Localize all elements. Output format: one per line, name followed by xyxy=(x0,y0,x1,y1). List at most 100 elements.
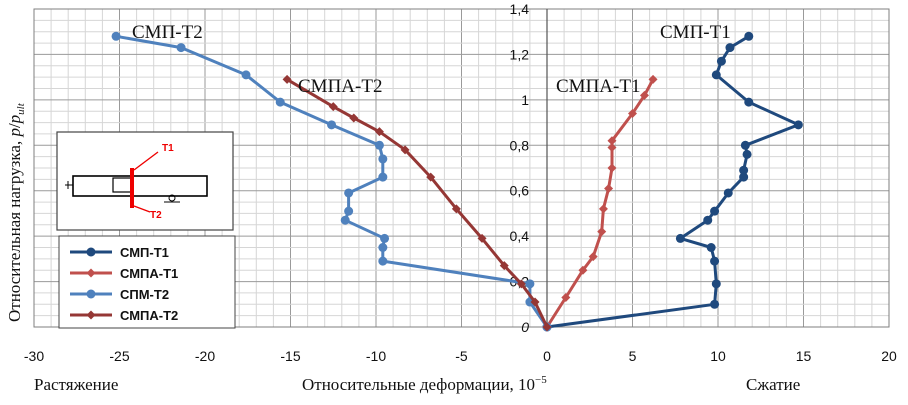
data-point xyxy=(374,140,384,150)
annotation-smpa-t1: СМПА-Т1 xyxy=(556,76,640,97)
data-point xyxy=(597,227,607,237)
data-point xyxy=(742,149,752,159)
data-point xyxy=(525,279,535,289)
right-caption: Сжатие xyxy=(746,375,800,394)
series-2 xyxy=(111,31,552,332)
data-point xyxy=(378,172,388,182)
x-tick-label: -25 xyxy=(109,348,129,364)
data-point xyxy=(725,43,735,53)
data-point xyxy=(740,140,750,150)
inset-label-t2: Т2 xyxy=(150,210,162,221)
data-point xyxy=(706,243,716,252)
legend-label: СМПА-Т2 xyxy=(120,308,178,323)
data-point xyxy=(607,143,617,153)
legend-label: СМП-Т1 xyxy=(120,245,169,260)
data-point xyxy=(378,243,388,252)
series-1 xyxy=(542,74,658,332)
data-point xyxy=(598,204,608,214)
x-tick-labels: -30 -25 -20 -15 -10 -5 0 5 10 15 20 xyxy=(24,348,897,364)
inset-label-t1: Т1 xyxy=(162,143,174,154)
data-point xyxy=(739,172,749,182)
data-point xyxy=(344,188,354,198)
legend-label: СМПА-Т1 xyxy=(120,266,178,281)
data-point xyxy=(628,108,637,118)
x-tick-label: -10 xyxy=(366,348,386,364)
y-tick-labels: 00,20,40,60,811,21,4 xyxy=(510,1,530,335)
data-point xyxy=(710,299,720,309)
axes xyxy=(33,8,890,328)
data-point xyxy=(639,90,649,100)
legend-swatch-marker xyxy=(86,310,96,320)
data-point xyxy=(451,204,461,214)
x-tick-label: 5 xyxy=(629,348,637,364)
data-point xyxy=(380,233,390,243)
x-tick-label: -5 xyxy=(455,348,468,364)
x-tick-label: 15 xyxy=(796,348,812,364)
data-point xyxy=(710,256,720,266)
x-tick-label: -15 xyxy=(280,348,300,364)
data-point xyxy=(607,163,617,173)
data-point xyxy=(588,252,598,262)
data-point xyxy=(578,265,588,275)
data-point xyxy=(711,279,721,289)
data-point xyxy=(648,74,658,84)
y-tick-label: 1,2 xyxy=(510,46,530,62)
data-point xyxy=(400,145,410,155)
data-point xyxy=(328,102,338,112)
data-point xyxy=(327,120,337,130)
data-point xyxy=(378,154,388,164)
annotation-smp-t1: СМП-Т1 xyxy=(660,22,731,43)
y-tick-label: 0 xyxy=(521,319,529,335)
y-tick-label: 0,8 xyxy=(510,137,530,153)
legend-swatch-marker xyxy=(86,289,96,299)
data-point xyxy=(426,172,436,182)
y-axis-label: Относительная нагрузка, p/pult xyxy=(5,102,27,322)
inset-diagram: Т1 Т2 xyxy=(56,131,234,231)
data-point xyxy=(607,136,617,146)
y-tick-label: 1,4 xyxy=(510,1,530,17)
annotation-smpa-t2: СМПА-Т2 xyxy=(298,76,382,97)
series-0 xyxy=(542,31,803,332)
x-tick-label: 20 xyxy=(881,348,897,364)
y-tick-label: 0,6 xyxy=(510,183,530,199)
data-point xyxy=(711,70,721,80)
data-point xyxy=(349,113,359,123)
x-tick-label: 0 xyxy=(543,348,551,364)
data-point xyxy=(716,56,726,66)
annotation-smp-t2: СМП-Т2 xyxy=(132,22,203,43)
x-tick-label: -20 xyxy=(195,348,215,364)
data-point xyxy=(340,215,350,225)
y-tick-label: 1 xyxy=(521,92,529,108)
data-point xyxy=(378,256,388,266)
data-point xyxy=(744,31,754,41)
legend-label: СПМ-Т2 xyxy=(120,287,169,302)
data-point xyxy=(499,261,509,271)
data-point xyxy=(374,127,384,137)
data-point xyxy=(710,206,720,216)
data-point xyxy=(744,97,754,107)
y-tick-label: 0,4 xyxy=(510,228,530,244)
x-axis-label-exponent: −5 xyxy=(535,374,547,386)
data-point xyxy=(516,279,526,289)
legend-swatch-marker xyxy=(86,247,96,257)
data-point xyxy=(176,43,186,53)
data-point xyxy=(241,70,251,80)
data-point xyxy=(675,233,685,243)
series-3 xyxy=(282,74,552,332)
x-tick-label: 10 xyxy=(710,348,726,364)
data-point xyxy=(282,74,292,84)
data-point xyxy=(477,233,487,243)
x-axis-label: Относительные деформации, 10−5 xyxy=(302,374,547,394)
series-line xyxy=(286,78,549,328)
x-tick-label: -30 xyxy=(24,348,44,364)
data-point xyxy=(793,120,803,130)
legend-swatch-marker xyxy=(86,268,96,278)
legend: СМП-Т1 СМПА-Т1 СПМ-Т2 СМПА-Т2 xyxy=(58,235,236,329)
data-point xyxy=(111,31,121,41)
series-group xyxy=(111,31,803,332)
data-point xyxy=(604,183,614,193)
data-point xyxy=(739,165,749,175)
left-caption: Растяжение xyxy=(34,375,118,394)
data-point xyxy=(344,206,354,216)
data-point xyxy=(561,292,571,302)
